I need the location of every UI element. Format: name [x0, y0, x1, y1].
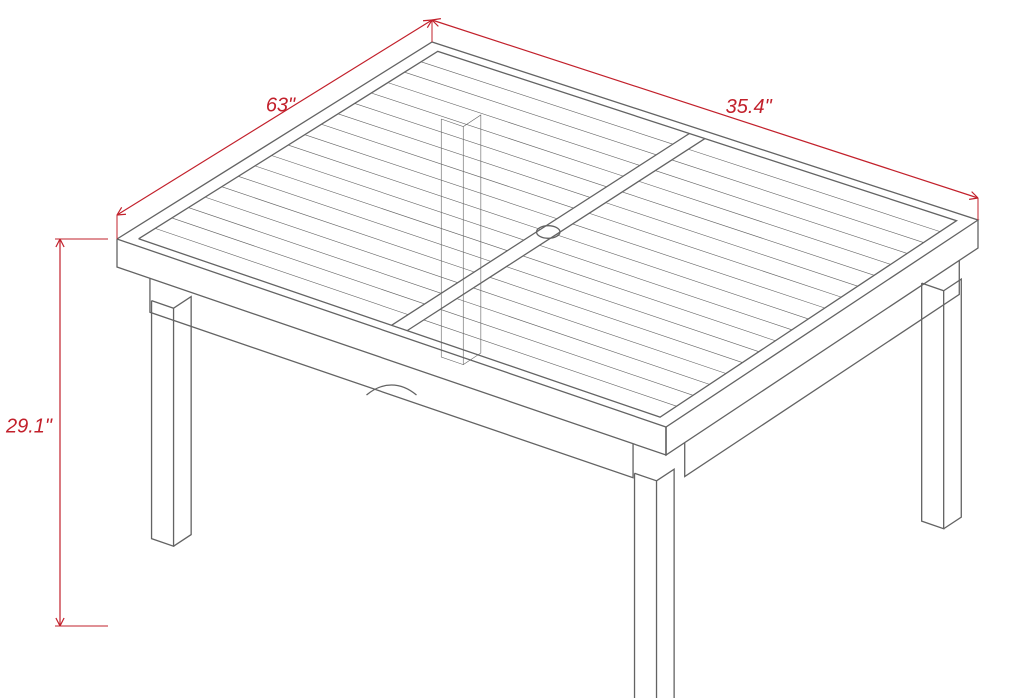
dimension-height-label: 29.1"	[5, 416, 53, 438]
dimension-width-label: 35.4"	[726, 96, 773, 118]
table-dimension-diagram: 29.1" 63" 35.4"	[0, 0, 1024, 698]
dimension-length-label: 63"	[266, 95, 296, 117]
